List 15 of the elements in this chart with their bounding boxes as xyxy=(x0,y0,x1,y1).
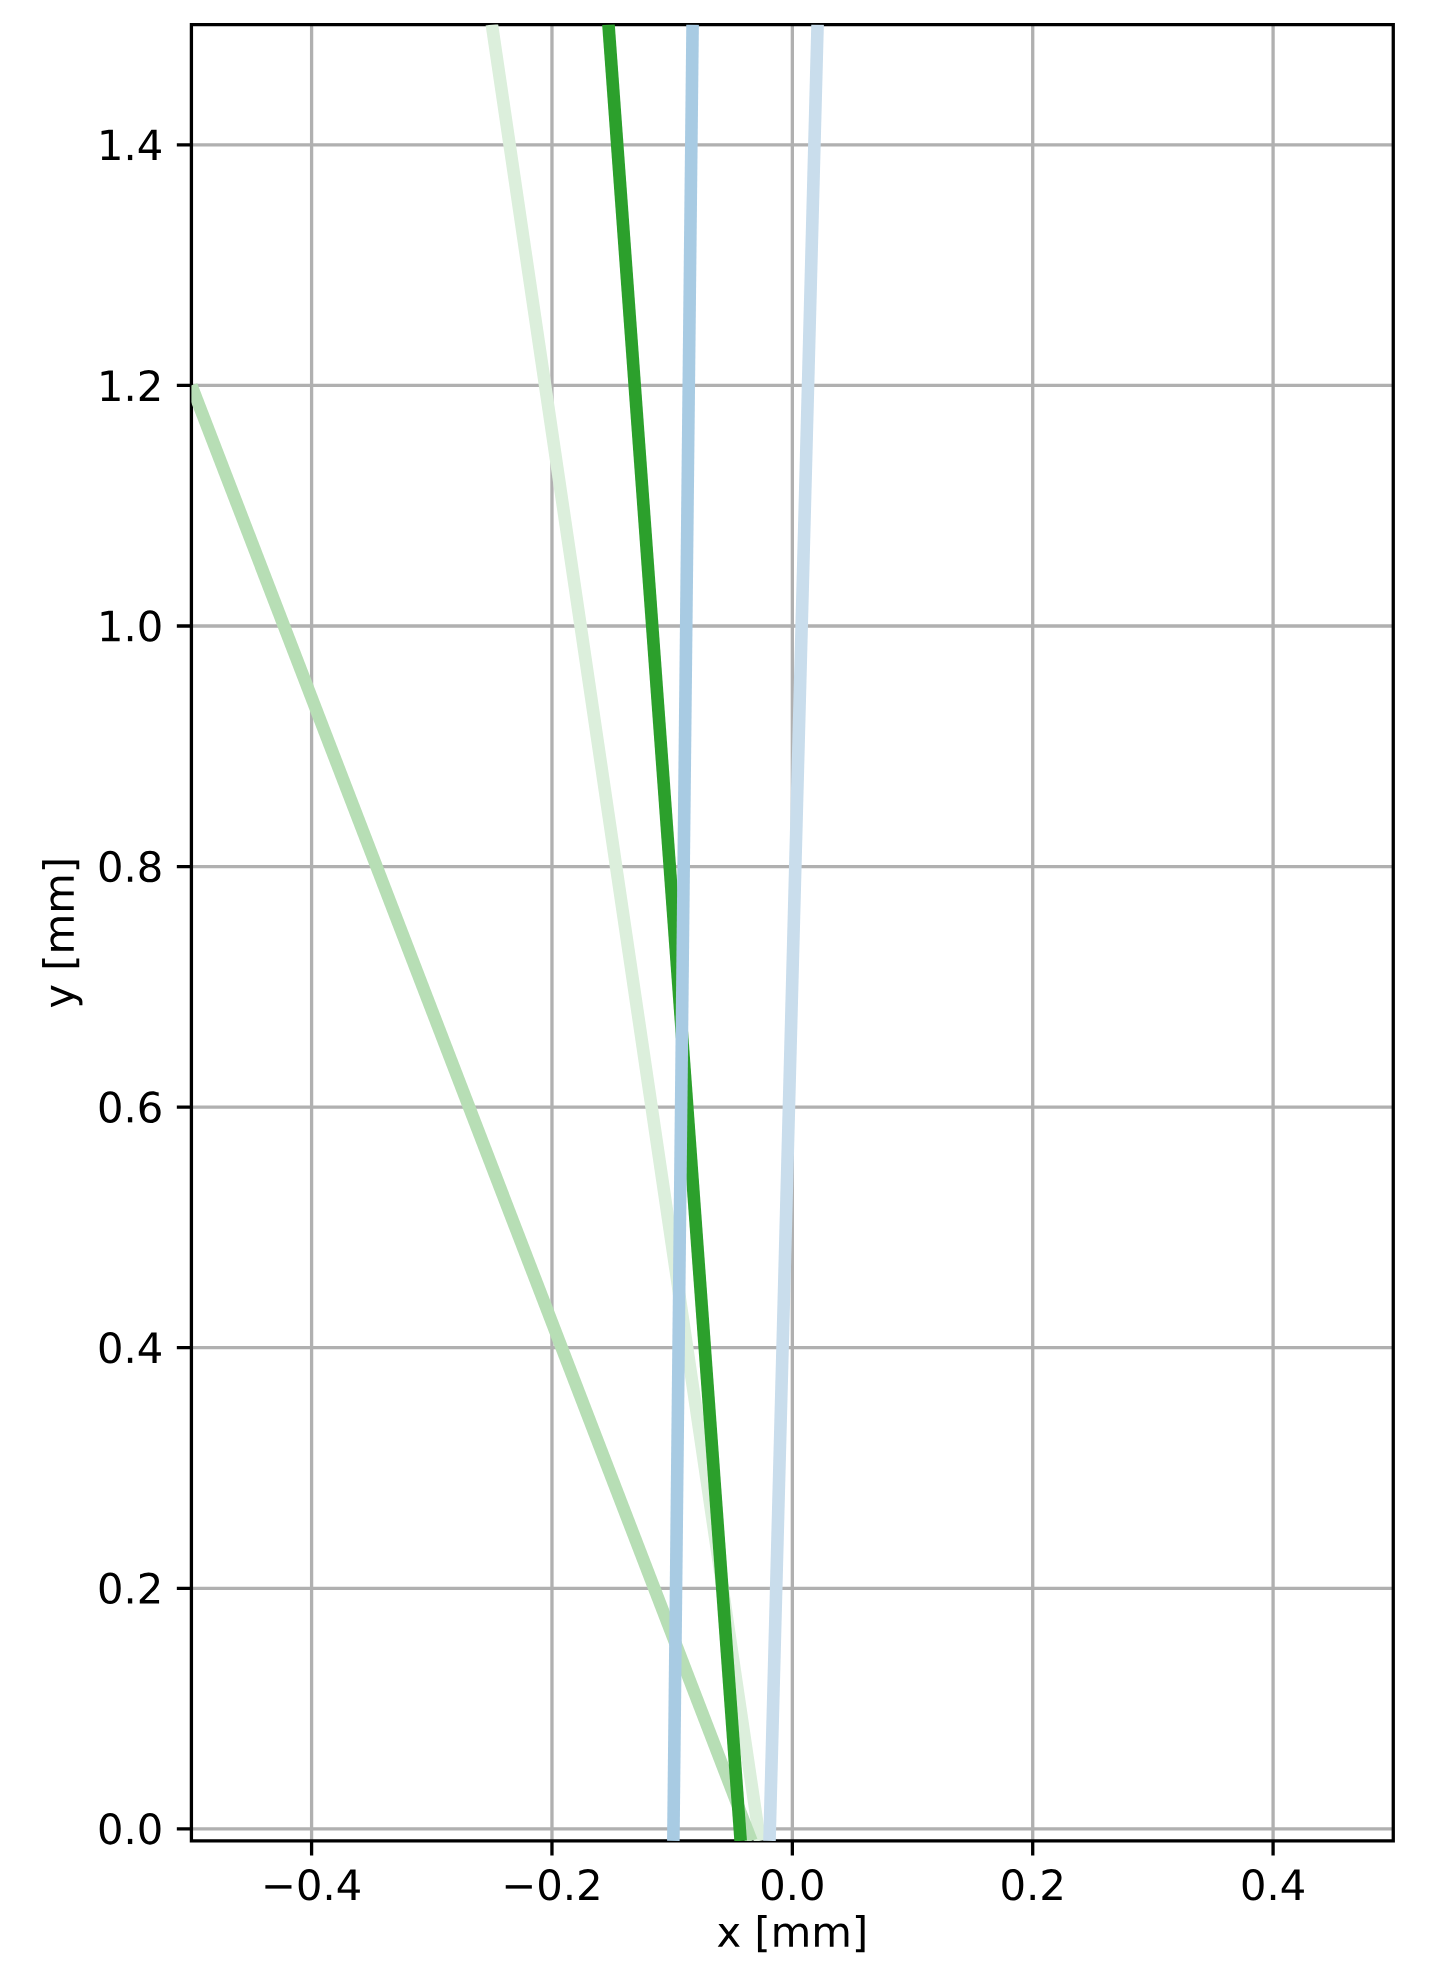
y-tick-label: 0.2 xyxy=(99,1572,160,1605)
x-tick-label: 0.2 xyxy=(1002,1868,1062,1901)
y-tick-label: 1.0 xyxy=(101,610,161,642)
y-tick-label: 0.8 xyxy=(99,850,161,883)
y-tick-label: 0.6 xyxy=(99,1091,161,1123)
y-tick-label: 1.4 xyxy=(101,129,161,161)
x-tick-label: 0.4 xyxy=(1242,1868,1304,1901)
y-tick-label: 0.4 xyxy=(99,1331,161,1364)
x-tick-label: −0.2 xyxy=(505,1868,599,1901)
x-tick-label: 0.0 xyxy=(761,1868,823,1901)
x-axis-title: x [mm] xyxy=(717,1915,865,1953)
y-tick-label: 0.0 xyxy=(99,1813,161,1845)
y-tick-label: 1.2 xyxy=(101,369,160,401)
x-tick-label: −0.4 xyxy=(265,1868,360,1901)
y-axis-title: y [mm] xyxy=(42,860,83,1008)
